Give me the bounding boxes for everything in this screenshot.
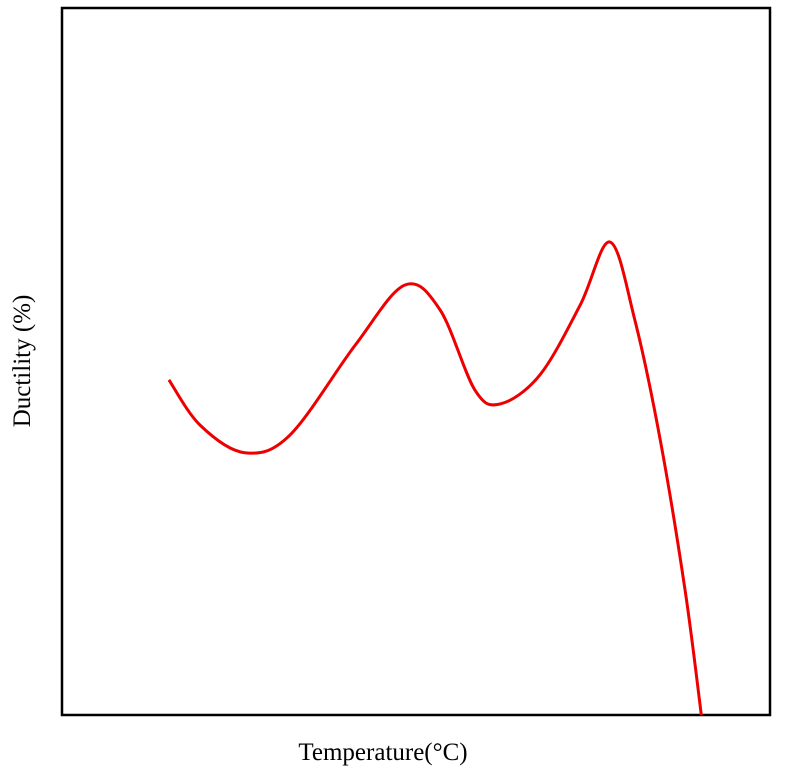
data-line [167,240,703,716]
x-axis-label: Temperature(°C) [298,739,467,766]
y-axis-label: Ductility (%) [9,295,36,428]
plot-frame [60,6,772,717]
